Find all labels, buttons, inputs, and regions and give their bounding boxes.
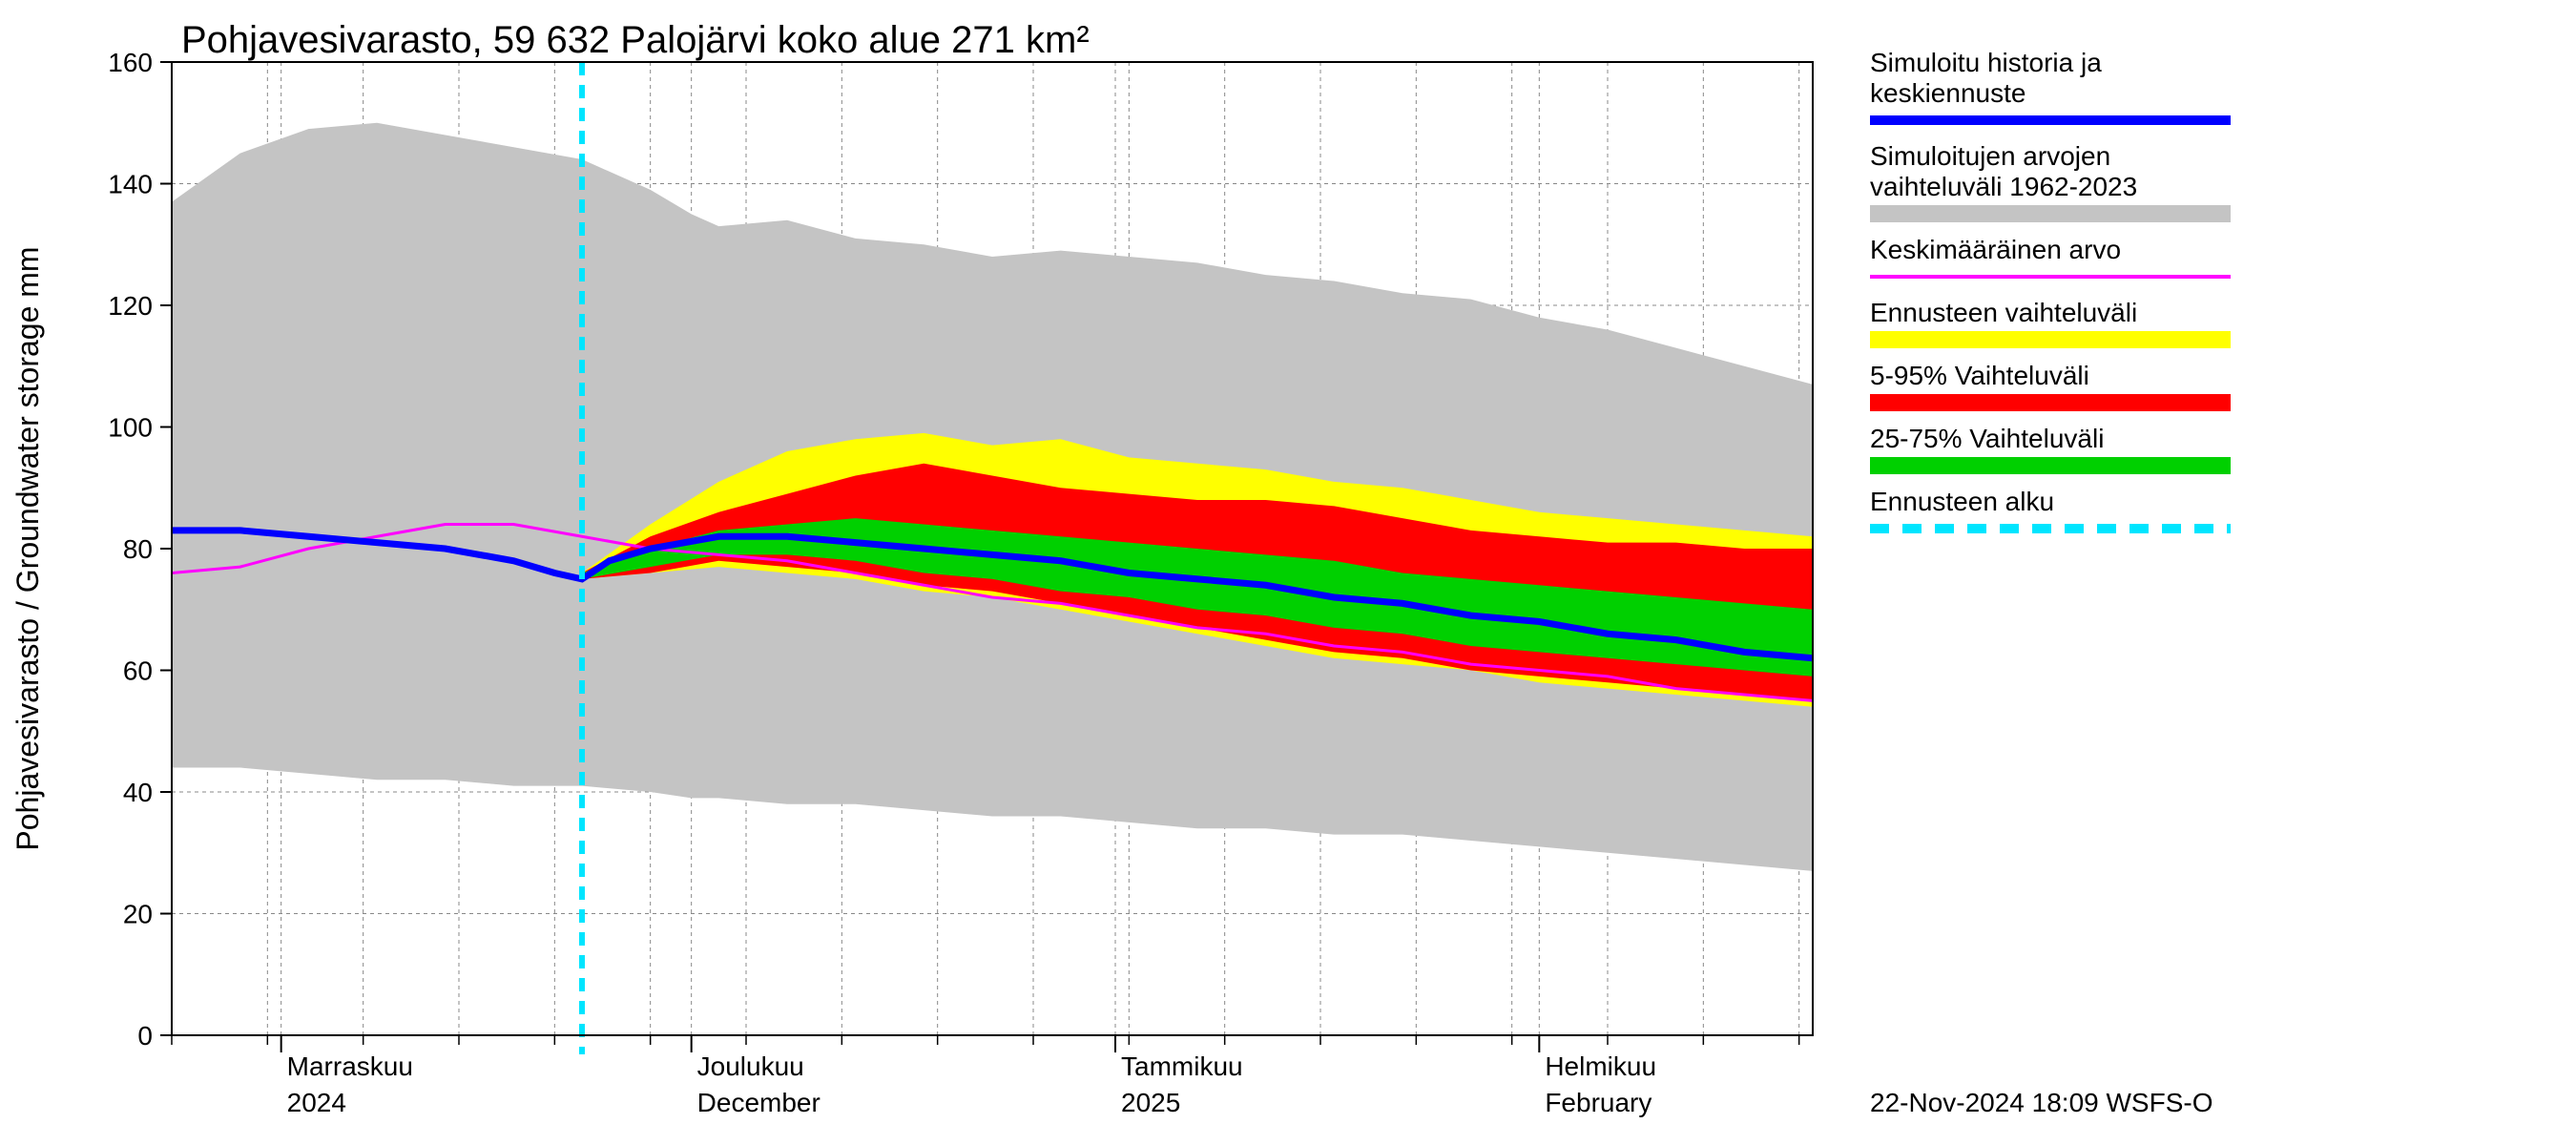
ytick-label: 160 xyxy=(108,48,153,77)
legend-label: keskiennuste xyxy=(1870,78,2025,108)
xtick-label-top: Tammikuu xyxy=(1121,1051,1243,1081)
ytick-label: 20 xyxy=(123,900,153,929)
xtick-label-bottom: December xyxy=(697,1088,821,1117)
legend-label: 25-75% Vaihteluväli xyxy=(1870,424,2104,453)
xtick-label-bottom: February xyxy=(1545,1088,1652,1117)
xtick-label-top: Marraskuu xyxy=(287,1051,413,1081)
chart-container: Pohjavesivarasto / Groundwater storage m… xyxy=(0,0,2576,1145)
legend-label: Ennusteen alku xyxy=(1870,487,2054,516)
legend-swatch xyxy=(1870,205,2231,222)
legend-label: 5-95% Vaihteluväli xyxy=(1870,361,2089,390)
legend-swatch xyxy=(1870,331,2231,348)
xtick-label-top: Joulukuu xyxy=(697,1051,804,1081)
ytick-label: 120 xyxy=(108,291,153,321)
ytick-label: 40 xyxy=(123,778,153,807)
chart-footer: 22-Nov-2024 18:09 WSFS-O xyxy=(1870,1088,2213,1117)
legend-swatch xyxy=(1870,457,2231,474)
legend-label: Ennusteen vaihteluväli xyxy=(1870,298,2137,327)
ytick-label: 60 xyxy=(123,656,153,686)
xtick-label-bottom: 2024 xyxy=(287,1088,346,1117)
legend-label: vaihteluväli 1962-2023 xyxy=(1870,172,2137,201)
legend-label: Simuloitujen arvojen xyxy=(1870,141,2110,171)
ytick-label: 80 xyxy=(123,534,153,564)
ytick-label: 140 xyxy=(108,170,153,199)
xtick-label-bottom: 2025 xyxy=(1121,1088,1180,1117)
y-axis-label: Pohjavesivarasto / Groundwater storage m… xyxy=(10,246,45,850)
legend-label: Keskimääräinen arvo xyxy=(1870,235,2121,264)
xtick-label-top: Helmikuu xyxy=(1545,1051,1656,1081)
legend-swatch xyxy=(1870,394,2231,411)
chart-title: Pohjavesivarasto, 59 632 Palojärvi koko … xyxy=(181,19,1090,61)
legend-label: Simuloitu historia ja xyxy=(1870,48,2102,77)
ytick-label: 100 xyxy=(108,413,153,443)
chart-svg: Pohjavesivarasto / Groundwater storage m… xyxy=(0,0,2576,1145)
ytick-label: 0 xyxy=(137,1021,153,1051)
